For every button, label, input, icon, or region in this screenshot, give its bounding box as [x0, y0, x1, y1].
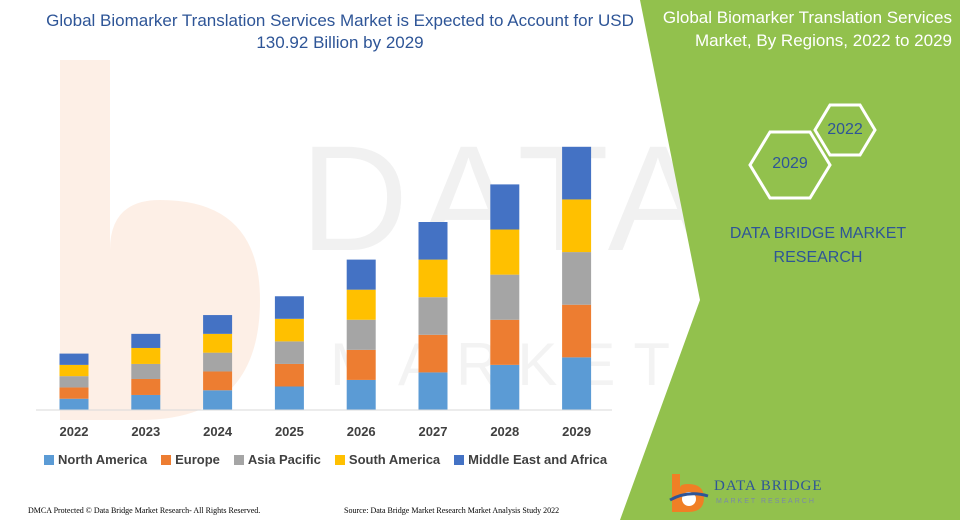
hexagon-top [813, 103, 877, 157]
hex-year-start: 2022 [827, 121, 863, 138]
bar-segment-2029-europe [562, 304, 592, 358]
logo-subtext: MARKET RESEARCH [716, 498, 816, 505]
x-tick-label: 2029 [562, 424, 591, 439]
legend-swatch [454, 454, 465, 465]
logo-text: DATA BRIDGE [714, 478, 823, 494]
bar-segment-2029-asia-pacific [562, 252, 592, 305]
bar-segment-2027-north-america [418, 372, 448, 410]
x-tick-label: 2023 [131, 424, 160, 439]
legend-label: Europe [175, 452, 220, 467]
bar-segment-2025-europe [274, 363, 304, 387]
bar-segment-2029-middle-east-and-africa [562, 146, 592, 200]
bar-segment-2025-north-america [274, 386, 304, 410]
brand-line-2: RESEARCH [773, 249, 863, 266]
bar-segment-2028-south-america [490, 229, 520, 275]
bar-segment-2023-europe [131, 378, 161, 395]
x-tick-label: 2026 [347, 424, 376, 439]
legend-swatch [233, 454, 244, 465]
bar-segment-2024-asia-pacific [203, 352, 233, 372]
x-tick-label: 2022 [60, 424, 89, 439]
bar-segment-2023-asia-pacific [131, 363, 161, 379]
bar-segment-2027-middle-east-and-africa [418, 222, 448, 260]
stacked-bar-chart: 2022 2023 2024 2025 2026 2027 2028 2029 [36, 146, 612, 439]
bar-segment-2023-north-america [131, 394, 161, 410]
legend-label: Asia Pacific [247, 452, 321, 467]
bar-segment-2026-europe [346, 349, 376, 380]
logo-icon [669, 474, 709, 512]
legend-item-europe: Europe [161, 452, 220, 467]
legend-swatch [44, 454, 54, 465]
bar-segment-2026-north-america [346, 379, 376, 410]
x-tick-label: 2025 [275, 424, 304, 439]
bar-segment-2027-asia-pacific [418, 297, 448, 335]
bar-segment-2027-south-america [418, 259, 448, 298]
bar-segment-2024-south-america [203, 333, 233, 353]
legend-item-south-america: South America [334, 452, 441, 467]
bar-segment-2025-middle-east-and-africa [274, 296, 304, 319]
brand-line-1: DATA BRIDGE MARKET [729, 225, 907, 242]
bar-segment-2026-middle-east-and-africa [346, 259, 376, 290]
legend-item-north-america: North America [44, 452, 147, 467]
legend-label: North America [58, 452, 148, 467]
hexagon-bottom [748, 130, 832, 200]
bar-segment-2023-middle-east-and-africa [131, 333, 161, 348]
footer-copyright: DMCA Protected © Data Bridge Market Rese… [28, 506, 261, 515]
x-tick-label: 2028 [490, 424, 519, 439]
bar-segment-2022-asia-pacific [59, 376, 89, 388]
bar-segment-2024-middle-east-and-africa [203, 315, 233, 334]
bar-segment-2023-south-america [131, 347, 161, 364]
bar-segment-2028-north-america [490, 364, 520, 410]
legend-item-asia-pacific: Asia Pacific [233, 452, 321, 467]
x-tick-label: 2027 [419, 424, 448, 439]
bar-segment-2028-europe [490, 319, 520, 365]
bar-segment-2028-asia-pacific [490, 274, 520, 320]
bar-segment-2025-south-america [274, 318, 304, 342]
bar-segment-2026-asia-pacific [346, 319, 376, 350]
x-tick-label: 2024 [203, 424, 233, 439]
hex-year-end: 2029 [772, 155, 808, 172]
bar-segment-2022-north-america [59, 398, 89, 410]
legend-label: Middle East and Africa [468, 452, 608, 467]
legend-label: South America [348, 452, 441, 467]
bar-segment-2029-north-america [562, 357, 592, 410]
bar-segment-2024-europe [203, 371, 233, 391]
bar-segment-2026-south-america [346, 289, 376, 320]
bar-segment-2025-asia-pacific [274, 341, 304, 364]
footer-source: Source: Data Bridge Market Research Mark… [344, 506, 560, 515]
chart-legend: North America Europe Asia Pacific South … [44, 452, 607, 467]
legend-item-mea: Middle East and Africa [454, 452, 607, 467]
bar-segment-2029-south-america [562, 199, 592, 253]
brand-name: DATA BRIDGE MARKET RESEARCH [728, 222, 908, 270]
bar-segment-2027-europe [418, 334, 448, 373]
bar-segment-2022-south-america [59, 364, 89, 377]
chart-title: Global Biomarker Translation Services Ma… [46, 11, 634, 52]
bar-segment-2028-middle-east-and-africa [490, 184, 520, 230]
side-panel-title: Global Biomarker Translation Services Ma… [662, 8, 952, 50]
bar-segment-2022-europe [59, 387, 89, 399]
bar-segment-2022-middle-east-and-africa [59, 353, 89, 365]
legend-swatch [161, 454, 172, 465]
bar-segment-2024-north-america [203, 390, 233, 410]
legend-swatch [334, 454, 345, 465]
